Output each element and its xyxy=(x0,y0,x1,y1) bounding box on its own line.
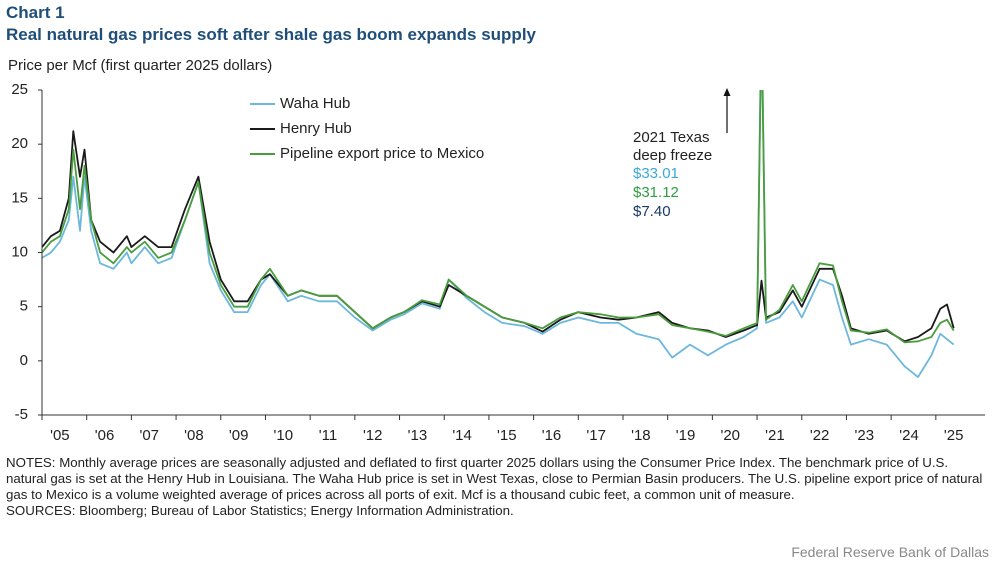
annotation-arrowhead xyxy=(723,88,731,96)
series-line xyxy=(42,130,955,343)
chart-label: Chart 1 xyxy=(6,3,65,22)
y-tick-label: 10 xyxy=(11,243,28,260)
y-tick-label: -5 xyxy=(15,406,28,423)
x-tick-label: '18 xyxy=(631,427,651,444)
x-tick-label: '09 xyxy=(229,427,249,444)
x-tick-label: '08 xyxy=(184,427,204,444)
x-tick-label: '05 xyxy=(50,427,70,444)
annotation-text: deep freeze xyxy=(633,147,712,164)
y-tick-label: 0 xyxy=(20,352,28,369)
x-tick-label: '16 xyxy=(542,427,562,444)
chart-title: Real natural gas prices soft after shale… xyxy=(6,25,536,44)
data-label: $31.12 xyxy=(633,184,679,201)
y-tick-label: 20 xyxy=(11,135,28,152)
x-tick-label: '14 xyxy=(452,427,472,444)
x-tick-label: '11 xyxy=(319,427,337,444)
legend-label: Henry Hub xyxy=(280,120,352,137)
y-tick-label: 5 xyxy=(20,298,28,315)
footer: Federal Reserve Bank of Dallas xyxy=(791,544,989,560)
x-tick-label: '07 xyxy=(139,427,159,444)
data-label: $33.01 xyxy=(633,165,679,182)
x-tick-label: '25 xyxy=(944,427,964,444)
y-tick-label: 15 xyxy=(11,189,28,206)
x-tick-label: '10 xyxy=(274,427,294,444)
notes: NOTES: Monthly average prices are season… xyxy=(6,455,991,519)
x-tick-label: '17 xyxy=(586,427,606,444)
x-tick-label: '06 xyxy=(95,427,115,444)
x-tick-label: '19 xyxy=(676,427,696,444)
x-tick-label: '23 xyxy=(855,427,875,444)
plot-area xyxy=(42,90,955,378)
legend-label: Waha Hub xyxy=(280,95,350,112)
x-tick-label: '15 xyxy=(497,427,517,444)
x-tick-label: '22 xyxy=(810,427,830,444)
y-axis-label: Price per Mcf (first quarter 2025 dollar… xyxy=(8,57,272,74)
series-line xyxy=(42,90,955,344)
notes-text: NOTES: Monthly average prices are season… xyxy=(6,455,983,502)
x-tick-label: '20 xyxy=(720,427,740,444)
x-tick-label: '21 xyxy=(765,427,785,444)
chart: Price per Mcf (first quarter 2025 dollar… xyxy=(8,57,985,444)
x-tick-label: '13 xyxy=(408,427,428,444)
x-tick-label: '12 xyxy=(363,427,383,444)
y-tick-label: 25 xyxy=(11,81,28,98)
data-label: $7.40 xyxy=(633,203,671,220)
legend-label: Pipeline export price to Mexico xyxy=(280,145,484,162)
sources-text: SOURCES: Bloomberg; Bureau of Labor Stat… xyxy=(6,503,514,518)
annotation-text: 2021 Texas xyxy=(633,129,709,146)
x-tick-label: '24 xyxy=(899,427,919,444)
